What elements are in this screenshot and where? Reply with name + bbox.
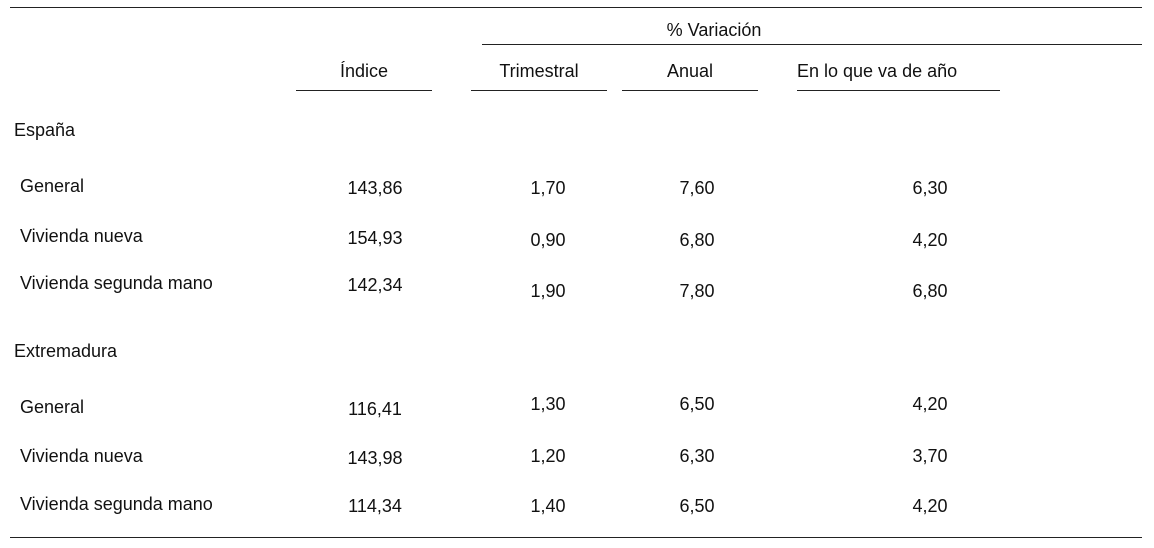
ytd-cell: 6,30 (912, 178, 948, 198)
variacion-group-rule (482, 44, 1142, 45)
anual-cell: 6,50 (679, 394, 715, 414)
indice-cell: 143,86 (347, 178, 403, 198)
indice-header-rule (296, 90, 432, 91)
trimestral-cell: 1,90 (530, 281, 566, 301)
indice-column-header: Índice (339, 61, 389, 81)
row-label: General (20, 397, 85, 417)
ytd-cell: 4,20 (912, 394, 948, 414)
row-label: Vivienda nueva (20, 226, 143, 246)
anual-column-header: Anual (666, 61, 714, 81)
row-label: General (20, 176, 85, 196)
row-label: Vivienda nueva (20, 446, 143, 466)
trimestral-cell: 1,70 (530, 178, 566, 198)
trimestral-cell: 1,40 (530, 496, 566, 516)
trimestral-header-rule (471, 90, 607, 91)
anual-cell: 6,30 (679, 446, 715, 466)
trimestral-cell: 0,90 (530, 230, 566, 250)
anual-header-rule (622, 90, 758, 91)
ytd-cell: 6,80 (912, 281, 948, 301)
variacion-group-header: % Variación (666, 20, 762, 40)
indice-cell: 154,93 (347, 228, 403, 248)
trimestral-cell: 1,20 (530, 446, 566, 466)
ytd-cell: 4,20 (912, 230, 948, 250)
anual-cell: 7,80 (679, 281, 715, 301)
section-title-extremadura: Extremadura (14, 341, 118, 361)
ytd-header-rule (797, 90, 1000, 91)
section-title-espana: España (14, 120, 76, 140)
indice-cell: 114,34 (348, 496, 402, 516)
anual-cell: 7,60 (679, 178, 715, 198)
row-label: Vivienda segunda mano (20, 273, 213, 293)
trimestral-cell: 1,30 (530, 394, 566, 414)
ytd-cell: 4,20 (912, 496, 948, 516)
anual-cell: 6,80 (679, 230, 715, 250)
indice-cell: 143,98 (347, 448, 403, 468)
indice-cell: 116,41 (348, 399, 402, 419)
ytd-column-header: En lo que va de año (797, 61, 958, 81)
trimestral-column-header: Trimestral (499, 61, 579, 81)
anual-cell: 6,50 (679, 496, 715, 516)
table-bottom-rule (10, 537, 1142, 538)
row-label: Vivienda segunda mano (20, 494, 213, 514)
ytd-cell: 3,70 (912, 446, 948, 466)
table-top-rule (10, 7, 1142, 8)
indice-cell: 142,34 (347, 275, 403, 295)
